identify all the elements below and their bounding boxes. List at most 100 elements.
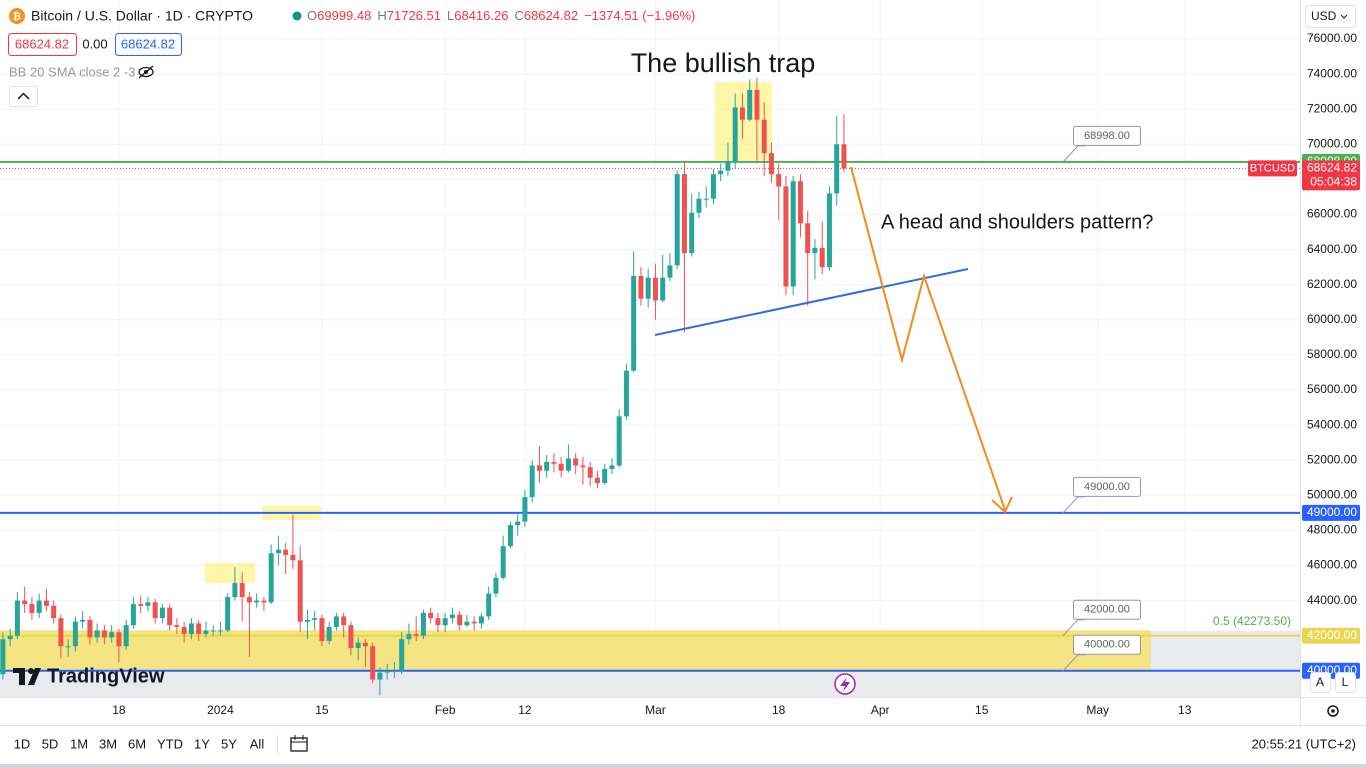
candle-body: [812, 247, 818, 254]
timeframe-button[interactable]: 5Y: [221, 736, 237, 751]
countdown: 05:04:38: [1310, 175, 1357, 189]
candle-body: [210, 630, 216, 632]
candle-body: [217, 630, 223, 632]
symbol-title[interactable]: Bitcoin / U.S. Dollar · 1D · CRYPTO: [31, 8, 253, 24]
timeframe-button[interactable]: 1Y: [194, 736, 210, 751]
annotation: A head and shoulders pattern?: [881, 211, 1153, 233]
timeframe-button[interactable]: 5D: [42, 736, 59, 751]
candle-body: [718, 170, 724, 175]
candle-body: [739, 107, 745, 120]
indicator-label[interactable]: BB 20 SMA close 2 -3: [9, 64, 135, 79]
candle-body: [304, 619, 310, 622]
candle-body: [94, 630, 100, 638]
y-tick-label: 54000.00: [1307, 417, 1357, 431]
timeframe-button[interactable]: 1M: [70, 736, 88, 751]
candle-body: [29, 604, 35, 613]
x-tick-label: 13: [1178, 703, 1192, 717]
timeframe-button[interactable]: 6M: [128, 736, 146, 751]
candle-body: [442, 618, 448, 626]
neckline: [654, 268, 969, 336]
settings-icon-core: [1331, 709, 1335, 713]
scale-button-label[interactable]: A: [1316, 675, 1324, 689]
candle-body: [652, 277, 658, 301]
timeframe-button[interactable]: All: [250, 736, 265, 751]
callout-label: 49000.00: [1084, 481, 1130, 493]
candle-body: [841, 144, 847, 169]
candle-body: [587, 467, 593, 478]
ohlc-label: O: [307, 8, 317, 23]
y-tick-label: 56000.00: [1307, 382, 1357, 396]
ohlc-value: 71726.51: [387, 8, 441, 23]
buy-button[interactable]: [115, 33, 182, 56]
clock[interactable]: 20:55:21 (UTC+2): [1252, 736, 1356, 751]
candle-body: [819, 247, 825, 268]
y-tick-label: 72000.00: [1307, 101, 1357, 115]
candle-body: [551, 461, 557, 464]
candle-body: [406, 633, 412, 640]
candle-body: [435, 618, 441, 626]
currency-caret: [1340, 14, 1348, 19]
currency-button[interactable]: [1305, 5, 1356, 28]
candle-body: [225, 597, 231, 631]
timeframe-button[interactable]: 1D: [14, 736, 31, 751]
ask[interactable]: 68624.82: [121, 36, 175, 51]
candle-body: [486, 593, 492, 617]
visibility-icon[interactable]: [138, 65, 154, 79]
bid[interactable]: 68624.82: [15, 36, 69, 51]
y-tick-label: 46000.00: [1307, 558, 1357, 572]
candle-body: [159, 607, 165, 619]
x-tick-label: Mar: [645, 703, 666, 717]
candle-body: [747, 89, 753, 120]
zone: [0, 630, 1151, 672]
candle-body: [515, 521, 521, 526]
y-tick-label: 76000.00: [1307, 31, 1357, 45]
candle-body: [14, 600, 20, 636]
candle-body: [36, 600, 42, 613]
candle-body: [123, 625, 129, 647]
ohlc: O69999.48 H71726.51 L68416.26 C68624.82 −137…: [307, 8, 695, 23]
ohlc-label: H: [377, 8, 386, 23]
candle-body: [370, 646, 376, 680]
auto-scale-button[interactable]: [1310, 672, 1331, 693]
callout-label: 42000.00: [1084, 604, 1130, 616]
level-axis-label: 42000.00: [1307, 628, 1357, 642]
callout-box: [1073, 476, 1141, 497]
candle-body: [341, 616, 347, 626]
candle-body: [573, 458, 579, 466]
candle-body: [522, 497, 528, 522]
timeframe-button[interactable]: 3M: [99, 736, 117, 751]
candle-body: [196, 623, 202, 634]
y-tick-label: 64000.00: [1307, 242, 1357, 256]
candle-body: [703, 198, 709, 200]
y-tick-label: 74000.00: [1307, 66, 1357, 80]
timeframe-button[interactable]: YTD: [157, 736, 183, 751]
candle-body: [457, 614, 463, 626]
candle-body: [602, 468, 608, 484]
log-scale-button[interactable]: [1335, 672, 1356, 693]
x-tick-label: 12: [518, 703, 532, 717]
ohlc-value: 68416.26: [454, 8, 508, 23]
scale-button-label[interactable]: L: [1342, 675, 1349, 689]
market-status[interactable]: [292, 11, 302, 21]
sell-button[interactable]: [8, 33, 77, 56]
candle-body: [464, 621, 470, 626]
candle-body: [761, 119, 767, 154]
y-tick-label: 50000.00: [1307, 487, 1357, 501]
candle-body: [87, 619, 93, 638]
currency[interactable]: USD: [1311, 9, 1337, 23]
candle-body: [399, 639, 405, 671]
logo-text: TradingView: [47, 665, 165, 687]
projection-path: [850, 166, 1006, 511]
candle-body: [51, 605, 57, 619]
candle-body: [152, 602, 158, 619]
collapse-button[interactable]: [9, 86, 38, 107]
date-range-icon[interactable]: [290, 735, 308, 752]
change: −1374.51 (−1.96%): [584, 8, 695, 23]
candle-body: [355, 642, 361, 648]
y-tick-label: 70000.00: [1307, 136, 1357, 150]
candle-body: [348, 625, 354, 648]
candle-body: [623, 370, 629, 417]
annotation: The bullish trap: [631, 48, 816, 78]
settings-icon[interactable]: [1327, 705, 1339, 717]
